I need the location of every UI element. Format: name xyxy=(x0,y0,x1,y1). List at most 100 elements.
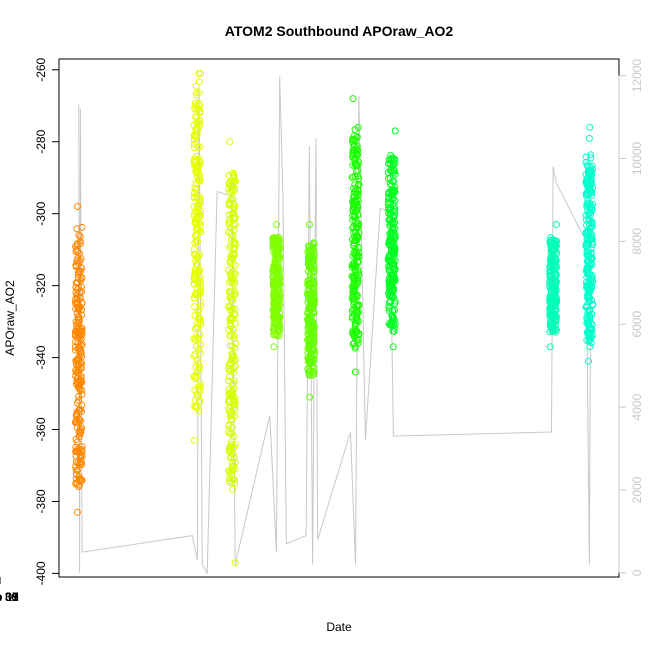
data-point xyxy=(192,208,200,215)
data-point xyxy=(191,105,199,113)
data-point xyxy=(230,250,238,258)
data-point xyxy=(231,344,238,352)
data-point xyxy=(225,172,233,179)
data-point xyxy=(389,314,397,322)
data-point xyxy=(72,448,80,455)
data-point xyxy=(76,428,84,436)
point-cluster-3 xyxy=(224,138,239,567)
data-point xyxy=(78,324,86,332)
data-point xyxy=(353,189,361,197)
data-point xyxy=(588,274,596,282)
data-point xyxy=(304,321,312,329)
data-point xyxy=(229,444,237,452)
data-point xyxy=(386,222,394,230)
data-point xyxy=(191,232,199,240)
point-cluster-8 xyxy=(546,221,561,351)
data-point xyxy=(197,302,205,310)
data-point xyxy=(352,196,359,204)
y2-tick-label: 8000 xyxy=(630,228,644,255)
data-point xyxy=(72,418,80,426)
y2-tick-label: 6000 xyxy=(630,311,644,338)
data-point xyxy=(270,323,278,331)
data-point xyxy=(389,250,397,258)
data-point xyxy=(226,478,234,486)
data-point xyxy=(271,261,279,269)
data-point xyxy=(78,288,85,296)
data-point xyxy=(552,221,560,228)
data-point xyxy=(74,333,82,340)
data-point xyxy=(588,192,596,200)
data-point xyxy=(351,344,359,352)
data-point xyxy=(231,479,239,487)
data-point xyxy=(77,454,85,462)
data-point xyxy=(229,459,237,467)
data-point xyxy=(309,277,317,285)
data-point xyxy=(589,301,596,309)
data-point xyxy=(348,314,356,322)
data-point xyxy=(78,390,86,398)
data-point xyxy=(227,291,235,299)
data-point xyxy=(350,189,358,197)
data-point xyxy=(75,313,83,321)
y2-axis: 0 2000 4000 6000 8000 10000 12000 xyxy=(618,59,644,576)
y-tick-label: -280 xyxy=(34,129,48,153)
data-point xyxy=(74,203,82,210)
data-point xyxy=(74,459,82,467)
data-point xyxy=(190,245,198,253)
data-point xyxy=(195,397,203,405)
data-point xyxy=(552,315,560,323)
data-point xyxy=(225,386,233,394)
data-point xyxy=(389,161,397,169)
data-point xyxy=(196,177,204,185)
data-point xyxy=(225,180,233,188)
data-point xyxy=(276,292,284,299)
data-point xyxy=(228,411,236,419)
y-tick-label: -260 xyxy=(34,57,48,81)
x-tick-label: Feb 05 xyxy=(0,590,19,604)
data-point xyxy=(585,216,593,224)
data-point xyxy=(192,273,200,281)
data-point xyxy=(75,316,83,324)
data-point xyxy=(273,221,281,228)
data-point xyxy=(192,82,200,90)
data-point xyxy=(350,306,358,314)
data-point xyxy=(387,298,395,306)
data-point xyxy=(547,304,555,312)
data-point xyxy=(546,277,554,285)
data-point xyxy=(273,236,281,244)
data-point xyxy=(72,458,80,466)
data-point xyxy=(307,265,315,273)
data-point xyxy=(230,244,237,252)
data-point xyxy=(193,373,201,381)
data-point xyxy=(587,233,595,241)
data-point xyxy=(548,245,556,253)
data-point xyxy=(228,210,236,218)
data-point xyxy=(353,224,361,232)
data-point xyxy=(583,239,591,247)
data-point xyxy=(193,172,201,179)
data-point xyxy=(274,260,282,268)
x-tick-label: Feb 03 xyxy=(0,590,19,604)
data-point xyxy=(351,273,359,281)
data-point xyxy=(385,307,393,315)
data-point xyxy=(349,95,357,103)
data-point xyxy=(391,306,398,314)
data-point xyxy=(585,134,593,142)
data-point xyxy=(390,186,398,194)
data-point xyxy=(391,320,399,328)
data-point xyxy=(549,320,557,328)
data-point xyxy=(272,274,280,281)
data-point xyxy=(387,166,395,173)
data-point xyxy=(192,91,200,99)
data-point xyxy=(547,255,555,263)
data-point xyxy=(190,140,198,148)
data-point xyxy=(351,200,358,208)
data-point xyxy=(193,224,201,232)
data-point xyxy=(195,155,203,163)
data-point xyxy=(276,245,284,253)
data-point xyxy=(231,465,239,473)
chart-title: ATOM2 Southbound APOraw_AO2 xyxy=(225,23,454,39)
data-point xyxy=(269,266,277,274)
data-point xyxy=(391,297,399,305)
data-point xyxy=(227,470,235,478)
